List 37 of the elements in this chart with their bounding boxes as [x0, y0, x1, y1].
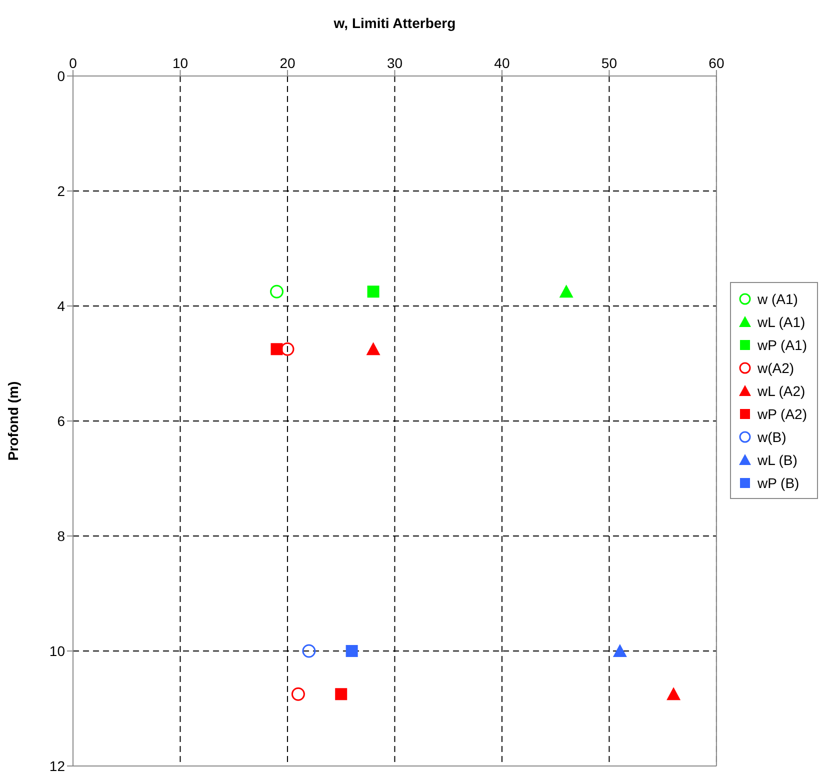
- legend-label: wP (A2): [757, 406, 807, 422]
- y-tick-label: 6: [57, 412, 66, 429]
- point: [366, 342, 380, 356]
- y-tick-label: 4: [57, 298, 66, 314]
- point: [280, 342, 294, 356]
- point: [559, 284, 574, 298]
- point: [270, 343, 283, 356]
- legend-label: wL (A2): [757, 382, 806, 398]
- x-tick-label: 10: [172, 55, 188, 71]
- point: [335, 688, 348, 700]
- y-tick-label: 2: [57, 182, 66, 199]
- legend-label: wP (A1): [757, 336, 807, 352]
- point: [367, 286, 380, 298]
- point: [291, 687, 305, 701]
- y-tick-label: 0: [57, 68, 66, 84]
- x-tick-label: 40: [494, 55, 510, 71]
- legend-label: w(A2): [757, 360, 794, 376]
- x-axis-title: w, Limiti Atterberg: [332, 14, 456, 31]
- y-tick-label: 10: [49, 642, 66, 659]
- legend-label: w(B): [757, 428, 786, 444]
- x-tick-label: 0: [69, 55, 78, 71]
- x-tick-label: 60: [708, 55, 724, 71]
- x-tick-label: 20: [280, 55, 296, 71]
- x-tick-label: 30: [386, 55, 403, 71]
- y-tick-label: 8: [57, 528, 66, 544]
- y-tick-label: 12: [49, 758, 66, 774]
- legend-label: wP (B): [757, 474, 800, 490]
- legend-label: wL (A1): [757, 314, 806, 330]
- point: [302, 644, 316, 658]
- y-axis-title: Profond (m): [4, 381, 21, 461]
- point: [346, 645, 358, 657]
- legend-label: w (A1): [757, 290, 798, 306]
- point: [612, 644, 627, 657]
- point: [270, 284, 284, 298]
- point: [666, 687, 681, 700]
- legend-label: wL (B): [757, 452, 798, 468]
- x-tick-label: 50: [601, 55, 618, 71]
